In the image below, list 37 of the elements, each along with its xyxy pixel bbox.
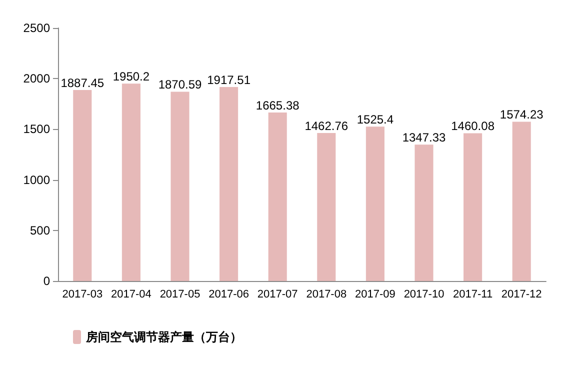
bar — [122, 84, 140, 281]
x-tick-label: 2017-06 — [208, 288, 249, 300]
x-tick-label: 2017-05 — [160, 288, 200, 300]
x-tick-label: 2017-03 — [62, 288, 103, 300]
y-tick-label: 1500 — [23, 122, 50, 136]
data-label: 1870.59 — [158, 78, 202, 92]
bar — [73, 90, 92, 281]
y-tick-label: 500 — [30, 223, 50, 238]
bar — [268, 112, 287, 281]
x-tick-label: 2017-12 — [501, 288, 542, 300]
x-tick-label: 2017-09 — [355, 288, 396, 300]
y-tick-label: 1000 — [23, 172, 50, 187]
y-tick-label: 0 — [43, 274, 50, 288]
data-label: 1574.23 — [500, 108, 544, 122]
data-label: 1917.51 — [207, 72, 251, 87]
data-label: 1950.2 — [112, 70, 150, 84]
bar — [512, 122, 531, 281]
bar — [366, 126, 384, 281]
bar — [170, 92, 190, 281]
bar — [220, 86, 238, 281]
y-tick-label: 2500 — [23, 21, 50, 35]
data-label: 1525.4 — [356, 112, 394, 127]
data-label: 1665.38 — [256, 98, 300, 112]
data-label: 1460.08 — [451, 119, 495, 134]
data-label: 1462.76 — [304, 118, 348, 133]
y-tick-label: 2000 — [23, 72, 50, 86]
x-tick-label: 2017-04 — [111, 288, 152, 300]
data-label: 1347.33 — [402, 130, 446, 145]
x-tick-label: 2017-11 — [453, 288, 493, 300]
x-tick-label: 2017-07 — [257, 288, 298, 300]
bar — [317, 132, 336, 281]
bar — [414, 144, 434, 281]
data-label: 1887.45 — [60, 76, 104, 90]
bar — [464, 133, 482, 281]
legend-label: 房间空气调节器产量（万台） — [85, 330, 242, 344]
x-tick-label: 2017-10 — [404, 288, 444, 300]
x-tick-label: 2017-08 — [306, 288, 347, 300]
